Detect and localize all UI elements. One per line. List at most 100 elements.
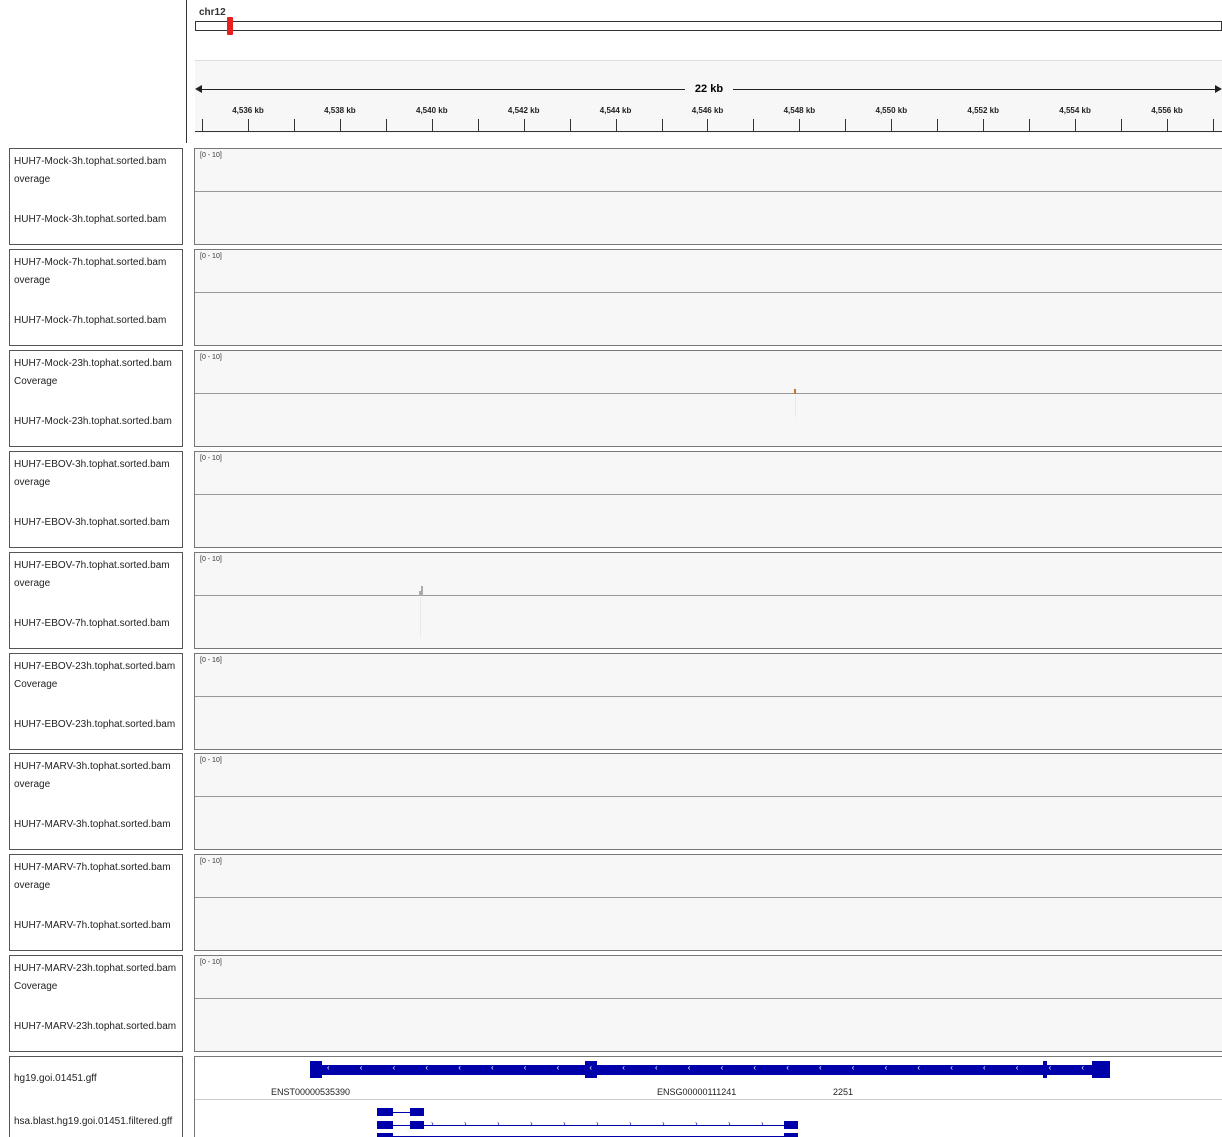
alignment-track-name[interactable]: HUH7-EBOV-7h.tophat.sorted.bam [14,618,170,629]
annotation-name-panel[interactable]: hg19.goi.01451.gff hsa.blast.hg19.goi.01… [9,1056,183,1137]
blast-track-name[interactable]: hsa.blast.hg19.goi.01451.filtered.gff [14,1116,173,1127]
blast-feature-2-exon-b[interactable] [410,1121,424,1129]
ruler-tick [1029,119,1031,131]
track-data-panel[interactable]: [0 - 10] [194,753,1222,850]
ruler-baseline [195,131,1222,132]
track-name-panel[interactable]: HUH7-Mock-7h.tophat.sorted.bam overage HUH… [9,249,183,346]
strand-chevron-icon: ‹ [1048,1063,1052,1072]
track-name-panel[interactable]: HUH7-EBOV-7h.tophat.sorted.bam overage HUH… [9,552,183,649]
track-data-panel[interactable]: [0 - 10] [194,552,1222,649]
ruler-tick-label: 4,540 kb [416,106,448,115]
track-data-panel[interactable]: [0 - 10] [194,955,1222,1052]
gene-exon-end[interactable] [1092,1061,1110,1078]
ruler-tick [707,119,709,131]
alignment-track-name[interactable]: HUH7-MARV-3h.tophat.sorted.bam [14,819,171,830]
alignment-track-name[interactable]: HUH7-Mock-23h.tophat.sorted.bam [14,416,172,427]
alignment-track-name[interactable]: HUH7-MARV-23h.tophat.sorted.bam [14,1021,177,1032]
ruler-left-border [186,0,187,143]
coverage-track-subname[interactable]: Coverage [14,981,58,992]
gene-exon-small[interactable] [1043,1061,1047,1078]
blast-arrow-icon: › [761,1119,764,1128]
strand-chevron-icon: ‹ [687,1063,691,1072]
blast-arrow-icon: › [431,1119,434,1128]
blast-feature-3-exon-c[interactable] [784,1133,798,1137]
strand-chevron-icon: ‹ [950,1063,953,1072]
track-data-panel[interactable]: [0 - 10] [194,854,1222,951]
read-mark[interactable] [795,395,796,417]
blast-arrow-icon: › [563,1119,566,1128]
blast-feature-2-exon-c[interactable] [784,1121,798,1129]
blast-arrow-icon: › [464,1119,467,1128]
annotation-divider [195,1099,1222,1100]
coverage-track-name[interactable]: HUH7-EBOV-3h.tophat.sorted.bam [14,459,170,470]
annotation-data-panel[interactable]: ‹ ‹ ‹ ‹ ‹ ‹ ‹ ‹ ‹ ‹ ‹ ‹ ‹ ‹ ‹ ‹ ‹ ‹ ‹ ‹ ‹ ‹ ‹ ‹ ENST00000535390… [194,1056,1222,1137]
track-data-panel[interactable]: [0 - 10] [194,350,1222,447]
coverage-bar[interactable] [794,389,796,394]
track-name-panel[interactable]: HUH7-MARV-7h.tophat.sorted.bam overage HUH… [9,854,183,951]
track-data-panel[interactable]: [0 - 10] [194,148,1222,245]
gff-track-name[interactable]: hg19.goi.01451.gff [14,1073,97,1084]
alignment-track-name[interactable]: HUH7-Mock-3h.tophat.sorted.bam [14,214,167,225]
coverage-track-name[interactable]: HUH7-Mock-23h.tophat.sorted.bam [14,358,172,369]
ruler-tick [845,119,847,131]
coverage-alignment-divider [195,897,1222,898]
coverage-track-name[interactable]: HUH7-EBOV-23h.tophat.sorted.bam [14,661,176,672]
strand-chevron-icon: ‹ [1081,1063,1085,1072]
track-name-panel[interactable]: HUH7-MARV-23h.tophat.sorted.bam Coverage H… [9,955,183,1052]
coverage-track-subname[interactable]: overage [14,275,51,286]
blast-feature-1-exon-a[interactable] [377,1108,393,1116]
track-name-panel[interactable]: HUH7-EBOV-3h.tophat.sorted.bam overage HUH… [9,451,183,548]
blast-arrow-icon: › [497,1119,500,1128]
ruler-panel[interactable]: chr12 22 kb 4,536 kb 4,538 kb 4,540 kb 4,54… [195,0,1222,143]
coverage-bar[interactable] [421,586,423,596]
blast-arrow-icon: › [728,1119,731,1128]
track-data-panel[interactable]: [0 - 16] [194,653,1222,750]
track-data-panel[interactable]: [0 - 10] [194,451,1222,548]
coverage-track-name[interactable]: HUH7-MARV-7h.tophat.sorted.bam [14,862,171,873]
coverage-track-subname[interactable]: overage [14,174,51,185]
track-data-panel[interactable]: [0 - 10] [194,249,1222,346]
coverage-track-name[interactable]: HUH7-Mock-7h.tophat.sorted.bam [14,257,167,268]
coverage-track-name[interactable]: HUH7-MARV-3h.tophat.sorted.bam [14,761,171,772]
coverage-track-name[interactable]: HUH7-MARV-23h.tophat.sorted.bam [14,963,177,974]
transcript-label: ENST00000535390 [271,1087,351,1097]
alignment-track-name[interactable]: HUH7-Mock-7h.tophat.sorted.bam [14,315,167,326]
alignment-track-name[interactable]: HUH7-MARV-7h.tophat.sorted.bam [14,920,171,931]
chromosome-ideogram[interactable] [195,21,1222,31]
ruler-tick [431,119,433,131]
coverage-alignment-divider [195,494,1222,495]
strand-chevron-icon: ‹ [983,1063,986,1072]
track-name-panel[interactable]: HUH7-EBOV-23h.tophat.sorted.bam Coverage H… [9,653,183,750]
gene-exon-middle[interactable] [585,1061,597,1078]
blast-feature-2-exon-a[interactable] [377,1121,393,1129]
coverage-track-subname[interactable]: overage [14,880,51,891]
track-name-panel[interactable]: HUH7-MARV-3h.tophat.sorted.bam overage HUH… [9,753,183,850]
coverage-track-name[interactable]: HUH7-EBOV-7h.tophat.sorted.bam [14,560,170,571]
gene-exon-start[interactable] [310,1061,322,1078]
coverage-track-subname[interactable]: Coverage [14,679,58,690]
ideogram-current-region-marker[interactable] [227,17,233,35]
blast-feature-3-exon-a[interactable] [377,1133,393,1137]
coverage-track-subname[interactable]: overage [14,779,51,790]
coverage-bar-small[interactable] [419,591,421,596]
blast-feature-2-line [393,1125,784,1126]
alignment-track-name[interactable]: HUH7-EBOV-23h.tophat.sorted.bam [14,719,176,730]
track-name-panel[interactable]: HUH7-Mock-23h.tophat.sorted.bam Coverage H… [9,350,183,447]
strand-chevron-icon: ‹ [491,1063,494,1072]
ruler-tick-label: 4,552 kb [967,106,999,115]
ruler-tick [1121,119,1122,131]
coverage-track-subname[interactable]: overage [14,578,51,589]
strand-chevron-icon: ‹ [556,1063,560,1072]
ruler-tick-label: 4,538 kb [324,106,356,115]
read-mark[interactable] [420,597,421,637]
gene-thin-body[interactable] [320,1065,1106,1075]
coverage-track-subname[interactable]: Coverage [14,376,58,387]
blast-feature-1-exon-b[interactable] [410,1108,424,1116]
coverage-track-name[interactable]: HUH7-Mock-3h.tophat.sorted.bam [14,156,167,167]
track-name-panel[interactable]: HUH7-Mock-3h.tophat.sorted.bam overage HUH… [9,148,183,245]
span-arrow-left-icon [195,85,202,93]
ruler-scale[interactable]: 22 kb 4,536 kb 4,538 kb 4,540 kb 4,542 kb 4,… [195,60,1222,133]
ruler-tick [1075,119,1077,131]
coverage-track-subname[interactable]: overage [14,477,51,488]
alignment-track-name[interactable]: HUH7-EBOV-3h.tophat.sorted.bam [14,517,170,528]
